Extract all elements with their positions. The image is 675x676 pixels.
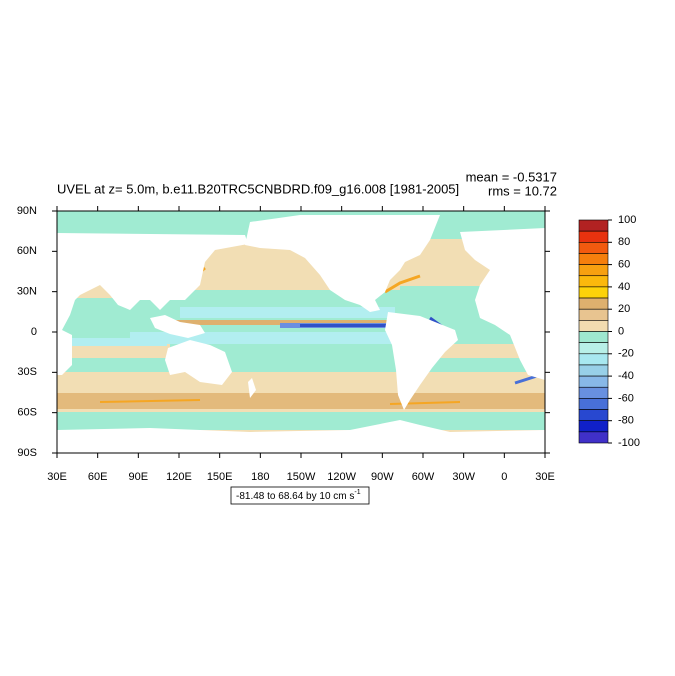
colorbar-label: 80 xyxy=(618,236,630,248)
current-streak xyxy=(384,274,421,294)
ocean-band xyxy=(57,338,167,346)
ocean-band xyxy=(57,393,545,409)
x-tick-label: 120E xyxy=(166,471,192,483)
rms-label: rms = 10.72 xyxy=(488,183,557,198)
map-field xyxy=(57,211,545,453)
x-tick-label: 150W xyxy=(287,471,316,483)
y-tick-label: 0 xyxy=(31,326,37,338)
colorbar-box xyxy=(578,431,609,444)
colorbar-box xyxy=(578,386,609,399)
colorbar-label: -100 xyxy=(618,437,640,449)
colorbar-box xyxy=(578,331,609,343)
colorbar-label: 100 xyxy=(618,214,636,226)
colorbar-box xyxy=(578,420,609,433)
x-tick-label: 150E xyxy=(207,471,233,483)
x-tick-label: 30E xyxy=(47,471,67,483)
colorbar-label: -20 xyxy=(618,348,634,360)
ocean-band xyxy=(180,307,395,318)
x-tick-label: 60W xyxy=(412,471,435,483)
info-label: -81.48 to 68.64 by 10 cm s-1 xyxy=(236,489,361,502)
colorbar-label: -80 xyxy=(618,415,634,427)
x-tick-label: 30E xyxy=(535,471,555,483)
colorbar-box xyxy=(578,264,609,277)
europe-africa xyxy=(460,228,545,380)
ocean-band xyxy=(300,324,390,327)
y-tick-label: 60S xyxy=(17,407,37,419)
colorbar-box xyxy=(578,275,609,288)
colorbar-box xyxy=(578,398,609,410)
colorbar-label: 60 xyxy=(618,259,630,271)
colorbar-box xyxy=(578,253,609,265)
y-tick-label: 30N xyxy=(17,286,37,298)
colorbar-box xyxy=(578,375,609,388)
ocean-band xyxy=(175,320,405,325)
x-tick-label: 30W xyxy=(452,471,475,483)
ocean-band xyxy=(57,358,545,372)
colorbar-label: -40 xyxy=(618,370,634,382)
colorbar-box xyxy=(578,297,609,310)
colorbar-box xyxy=(578,364,609,377)
colorbar-label: -60 xyxy=(618,392,634,404)
x-tick-label: 180 xyxy=(251,471,269,483)
x-tick-label: 0 xyxy=(501,471,507,483)
ocean-band xyxy=(57,412,545,430)
info-box xyxy=(230,486,370,505)
colorbar-box xyxy=(578,342,609,355)
colorbar-box xyxy=(578,308,609,321)
y-tick-label: 60N xyxy=(17,245,37,257)
title: UVEL at z= 5.0m, b.e11.B20TRC5CNBDRD.f09… xyxy=(57,181,459,196)
mean-label: mean = -0.5317 xyxy=(466,169,557,184)
x-tick-label: 60E xyxy=(88,471,108,483)
colorbar-box xyxy=(578,230,609,243)
antarctica xyxy=(57,420,545,453)
info-text: -81.48 to 68.64 by 10 cm s xyxy=(236,491,354,502)
y-tick-label: 90N xyxy=(17,205,37,217)
colorbar-box xyxy=(578,219,609,232)
x-tick-label: 120W xyxy=(327,471,356,483)
colorbar-box xyxy=(578,409,609,421)
x-tick-label: 90E xyxy=(129,471,149,483)
x-tick-label: 90W xyxy=(371,471,394,483)
south-america xyxy=(385,312,458,410)
y-tick-label: 90S xyxy=(17,447,37,459)
new-zealand xyxy=(248,378,256,398)
y-tick-label: 30S xyxy=(17,366,37,378)
colorbar-label: 40 xyxy=(618,281,630,293)
colorbar-box xyxy=(578,286,609,299)
colorbar-box xyxy=(578,242,609,254)
colorbar-box xyxy=(578,353,609,366)
maritime-continent xyxy=(150,315,205,338)
info-superscript: -1 xyxy=(354,489,360,496)
colorbar-label: 0 xyxy=(618,325,624,337)
north-america xyxy=(245,215,440,312)
eurasia-africa xyxy=(57,233,248,375)
colorbar-box xyxy=(578,320,609,332)
australia xyxy=(165,340,232,385)
colorbar-label: 20 xyxy=(618,303,630,315)
